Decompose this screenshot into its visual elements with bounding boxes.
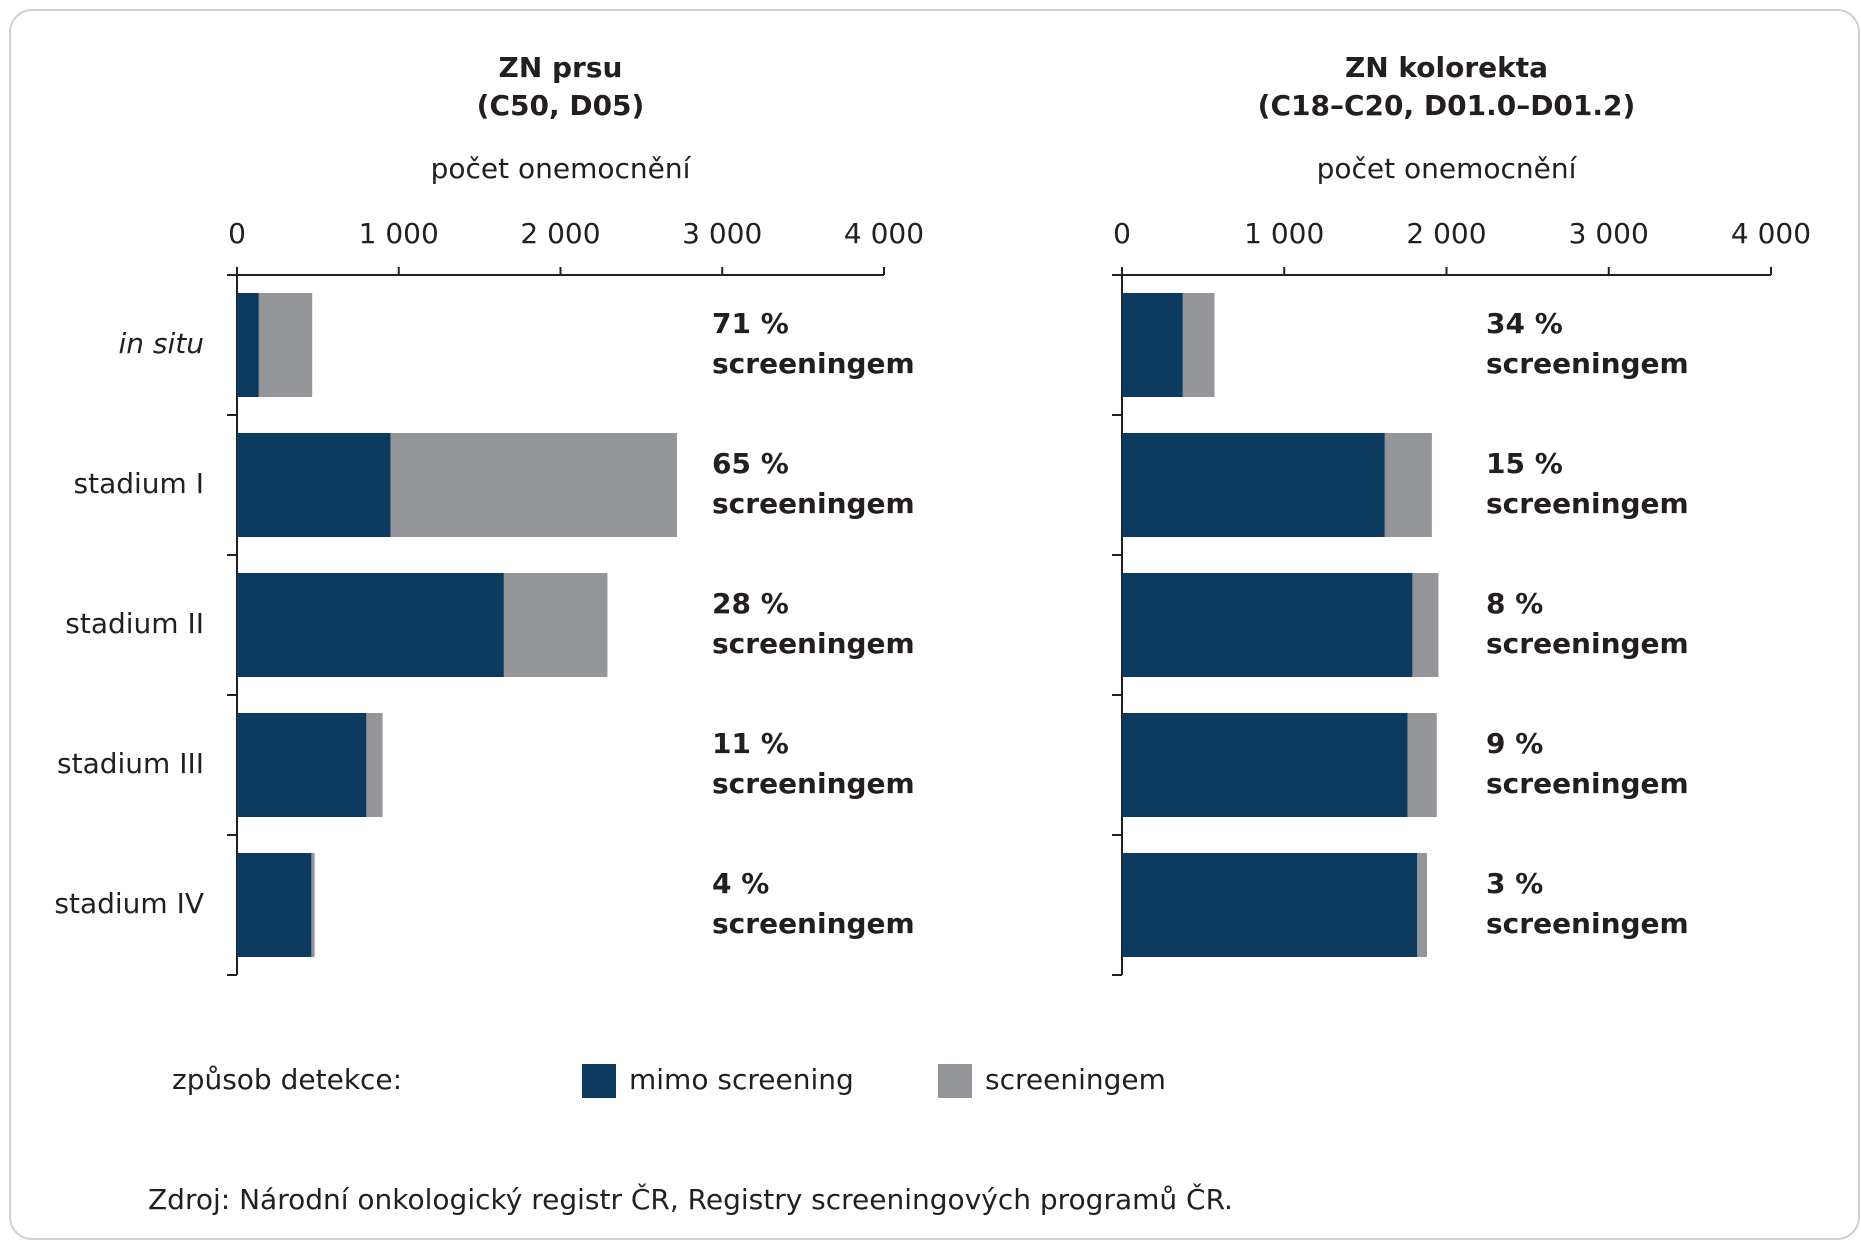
annotation: 11 % (712, 727, 789, 760)
x-tick-label: 4 000 (844, 217, 924, 250)
bar-segment (311, 853, 315, 957)
bar-segment (1122, 293, 1183, 397)
x-tick-label: 3 000 (682, 217, 762, 250)
bar-segment (237, 713, 367, 817)
y-tick-label: stadium IV (54, 887, 204, 920)
bar-segment (1122, 573, 1413, 677)
annotation: 9 % (1486, 727, 1543, 760)
chart-title: ZN kolorekta (1345, 51, 1548, 84)
legend-title: způsob detekce: (172, 1063, 402, 1096)
bar-segment (1407, 713, 1437, 817)
bar-segment (390, 433, 677, 537)
bar-segment (1122, 433, 1385, 537)
bar-segment (1182, 293, 1215, 397)
annotation: 3 % (1486, 867, 1543, 900)
x-axis-label: počet onemocnění (1317, 152, 1578, 185)
y-tick-label: stadium II (65, 607, 204, 640)
bar-segment (1122, 853, 1418, 957)
x-tick-label: 4 000 (1731, 217, 1811, 250)
bar-segment (237, 573, 504, 677)
chart-subtitle: (C50, D05) (477, 89, 645, 122)
bar-segment (1412, 573, 1439, 677)
x-axis-label: počet onemocnění (431, 152, 692, 185)
annotation: screeningem (1486, 347, 1689, 380)
chart-title: ZN prsu (499, 51, 623, 84)
legend-swatch (938, 1064, 972, 1098)
x-tick-label: 1 000 (359, 217, 439, 250)
bar-segment (237, 853, 312, 957)
annotation: screeningem (1486, 627, 1689, 660)
annotation: screeningem (712, 487, 915, 520)
y-tick-label: stadium III (57, 747, 204, 780)
annotation: screeningem (712, 347, 915, 380)
x-tick-label: 1 000 (1244, 217, 1324, 250)
annotation: screeningem (1486, 487, 1689, 520)
x-tick-label: 2 000 (1406, 217, 1486, 250)
annotation: 4 % (712, 867, 769, 900)
bar-segment (1417, 853, 1428, 957)
bar-segment (237, 293, 259, 397)
annotation: screeningem (712, 907, 915, 940)
bar-segment (366, 713, 383, 817)
x-tick-label: 3 000 (1569, 217, 1649, 250)
legend-swatch (582, 1064, 616, 1098)
annotation: 28 % (712, 587, 789, 620)
annotation: screeningem (1486, 907, 1689, 940)
annotation: 15 % (1486, 447, 1563, 480)
bar-segment (503, 573, 608, 677)
annotation: screeningem (1486, 767, 1689, 800)
y-tick-label: stadium I (74, 467, 204, 500)
annotation: 65 % (712, 447, 789, 480)
bar-segment (258, 293, 313, 397)
x-tick-label: 2 000 (520, 217, 600, 250)
annotation: screeningem (712, 767, 915, 800)
bar-segment (237, 433, 391, 537)
legend-label: screeningem (985, 1063, 1166, 1096)
bar-segment (1384, 433, 1432, 537)
x-tick-label: 0 (228, 217, 246, 250)
chart-subtitle: (C18–C20, D01.0–D01.2) (1258, 89, 1636, 122)
bar-segment (1122, 713, 1408, 817)
x-tick-label: 0 (1113, 217, 1131, 250)
annotation: screeningem (712, 627, 915, 660)
legend-label: mimo screening (629, 1063, 854, 1096)
annotation: 8 % (1486, 587, 1543, 620)
annotation: 34 % (1486, 307, 1563, 340)
source: Zdroj: Národní onkologický registr ČR, R… (148, 1182, 1233, 1216)
annotation: 71 % (712, 307, 789, 340)
y-tick-label: in situ (118, 327, 204, 360)
